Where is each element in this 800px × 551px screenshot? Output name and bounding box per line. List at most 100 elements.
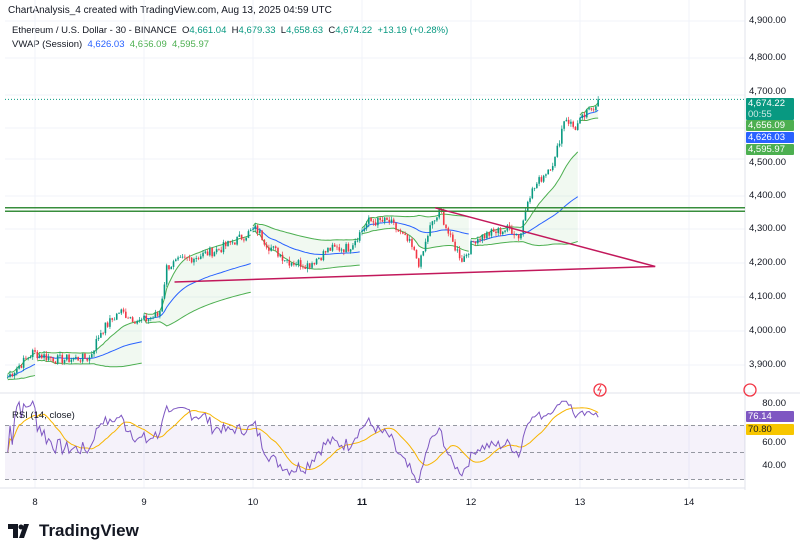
candle-body — [272, 246, 275, 248]
candle-body — [415, 249, 418, 259]
vwap-upper-band — [252, 222, 360, 241]
candle-body — [583, 114, 586, 118]
candle-body — [445, 224, 447, 229]
candle-body — [574, 126, 577, 130]
ohlc-legend[interactable]: Ethereum / U.S. Dollar - 30 - BINANCE O4… — [12, 24, 448, 38]
candle-body — [336, 246, 338, 248]
candle-body — [386, 217, 388, 220]
candle-body — [249, 229, 252, 232]
price-tick: 4,900.00 — [749, 15, 786, 26]
chart-header: ChartAnalysis_4 created with TradingView… — [8, 5, 332, 16]
candle-body — [352, 245, 354, 250]
candle-body — [125, 311, 127, 318]
candle-body — [554, 156, 556, 167]
candle-body — [45, 354, 48, 360]
candle-body — [77, 356, 79, 361]
candle-body — [358, 232, 361, 241]
candle-body — [472, 241, 475, 243]
candle-body — [454, 241, 456, 251]
candle-body — [265, 244, 268, 248]
candle-body — [592, 109, 595, 111]
candle-body — [50, 356, 52, 359]
candle-body — [413, 246, 416, 250]
vwap-line — [361, 221, 469, 235]
vwap-value: 4,626.03 — [87, 39, 125, 50]
rsi-label[interactable]: RSI (14, close) — [12, 410, 75, 421]
candle-body — [338, 247, 341, 251]
vwap-band-fill — [37, 320, 142, 367]
candle-body — [470, 241, 472, 254]
candle-body — [293, 263, 295, 265]
candle-body — [458, 249, 461, 259]
candle-body — [542, 175, 545, 182]
rsi-line — [7, 399, 599, 483]
price-tick: 4,400.00 — [749, 190, 786, 201]
candle-body — [404, 233, 406, 235]
candle-body — [354, 241, 356, 246]
lightning-glyph-icon — [597, 384, 602, 396]
candle-body — [406, 234, 409, 241]
candle-body — [461, 258, 463, 262]
candle-body — [576, 123, 579, 130]
candle-body — [379, 217, 381, 221]
candle-body — [588, 108, 590, 110]
candle-body — [547, 169, 550, 175]
vwap-lower-band — [361, 227, 469, 252]
candle-body — [540, 177, 543, 182]
candle-body — [299, 260, 302, 267]
candle-body — [179, 257, 182, 258]
candle-body — [95, 339, 98, 351]
vwap-lower-band — [7, 374, 36, 381]
candle-body — [88, 357, 91, 361]
candle-body — [34, 350, 36, 352]
candle-body — [427, 235, 429, 242]
candle-body — [442, 211, 445, 225]
candle-body — [295, 264, 297, 266]
candle-body — [43, 354, 45, 358]
candle-body — [159, 311, 161, 316]
low-label: L — [280, 25, 287, 36]
candle-body — [145, 315, 148, 322]
rsi-ma-line — [7, 407, 599, 470]
candle-body — [595, 106, 597, 111]
candle-body — [36, 351, 39, 359]
candle-body — [420, 255, 422, 267]
vwap-line — [252, 226, 360, 256]
candle-body — [106, 322, 109, 327]
candle-body — [243, 239, 245, 241]
candle-body — [329, 247, 332, 251]
candle-body — [90, 354, 93, 358]
candle-body — [238, 234, 241, 237]
close-value: 4,674.22 — [335, 25, 373, 36]
candle-body — [533, 187, 536, 189]
candle-body — [163, 284, 166, 299]
candle-body — [340, 249, 343, 251]
candle-body — [513, 233, 515, 236]
candle-body — [531, 188, 534, 199]
candle-body — [483, 234, 486, 239]
candle-body — [372, 221, 375, 223]
vwap-legend[interactable]: VWAP (Session) 4,626.03 4,656.09 4,595.9… — [12, 38, 448, 52]
candle-body — [174, 259, 177, 262]
time-tick: 14 — [683, 497, 695, 508]
candle-body — [395, 222, 397, 230]
time-tick: 11 — [356, 497, 368, 508]
candle-body — [65, 354, 68, 360]
candle-body — [59, 354, 61, 356]
candle-body — [227, 240, 229, 247]
candle-body — [381, 220, 384, 222]
candle-body — [79, 360, 82, 362]
rsi-ma-tag: 70.80 — [746, 424, 794, 435]
candle-body — [274, 246, 277, 249]
candle-body — [579, 118, 581, 124]
candle-body — [134, 321, 136, 324]
rsi-axis-40: 40.00 — [762, 460, 786, 471]
rsi-axis-60: 60.00 — [762, 437, 786, 448]
candle-body — [61, 354, 64, 363]
candle-body — [479, 239, 481, 241]
candle-body — [383, 217, 386, 222]
candle-body — [81, 353, 84, 362]
candle-body — [490, 229, 493, 236]
candle-body — [508, 225, 511, 228]
